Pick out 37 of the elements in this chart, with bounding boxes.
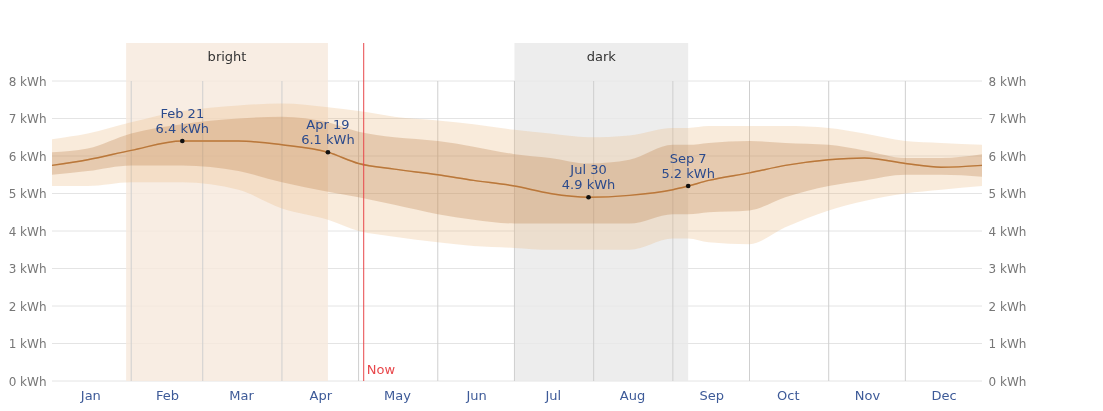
y2-tick-label: 4 kWh <box>988 224 1027 239</box>
ref-line-label: Now <box>366 362 396 377</box>
annotation: Sep 7 5.2 kWh <box>661 151 715 181</box>
y-tick-label: 1 kWh <box>8 337 47 351</box>
y-tick-label: 6 kWh <box>8 149 47 164</box>
band-label: dark <box>586 49 617 64</box>
x-tick-label: Jun <box>465 387 487 403</box>
x-tick-label: Oct <box>777 387 800 403</box>
annotation: Feb 21 6.4 kWh <box>155 106 210 136</box>
y2-tick-label: 5 kWh <box>988 187 1027 201</box>
y2-tick-label: 8 kWh <box>988 74 1027 89</box>
x-tick-label: Sep <box>699 387 724 403</box>
y-tick-label: 5 kWh <box>8 187 47 201</box>
y2-tick-label: 2 kWh <box>988 299 1027 314</box>
x-tick-label: Feb <box>155 387 179 403</box>
x-tick-label: Aug <box>619 387 646 403</box>
y-tick-label: 7 kWh <box>8 112 47 126</box>
annotation: Apr 19 6.1 kWh <box>301 117 355 148</box>
annotation: Jul 30 4.9 kWh <box>561 162 616 193</box>
x-tick-label: Apr <box>309 387 333 403</box>
x-tick-label: Jul <box>544 387 562 403</box>
x-tick-label: Dec <box>931 387 957 403</box>
x-tick-label: Jan <box>79 387 101 403</box>
y2-tick-label: 0 kWh <box>988 374 1027 389</box>
y2-tick-label: 3 kWh <box>988 262 1027 276</box>
y-tick-label: 3 kWh <box>8 262 47 276</box>
y-tick-label: 8 kWh <box>8 74 47 89</box>
y-tick-label: 0 kWh <box>8 374 47 389</box>
y-tick-label: 4 kWh <box>8 224 47 239</box>
band-label: bright <box>207 49 247 64</box>
y2-tick-label: 6 kWh <box>988 149 1027 164</box>
y2-tick-label: 7 kWh <box>988 112 1027 126</box>
y2-tick-label: 1 kWh <box>988 337 1027 351</box>
y-tick-label: 2 kWh <box>8 299 47 314</box>
x-tick-label: Mar <box>229 387 255 403</box>
x-tick-label: May <box>383 387 412 403</box>
x-tick-label: Nov <box>854 387 881 403</box>
